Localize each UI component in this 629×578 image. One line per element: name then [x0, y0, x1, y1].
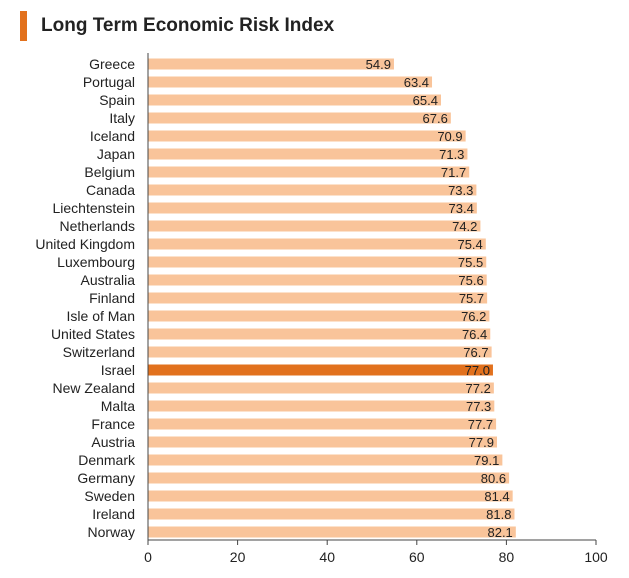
category-label: Israel — [101, 362, 135, 378]
category-label: Malta — [101, 398, 135, 414]
bar — [148, 382, 494, 394]
value-label: 75.5 — [458, 255, 483, 270]
category-label: France — [91, 416, 135, 432]
category-label: Greece — [89, 56, 135, 72]
category-label: Liechtenstein — [52, 200, 135, 216]
category-label: Finland — [89, 290, 135, 306]
value-label: 77.3 — [466, 399, 491, 414]
category-label: Luxembourg — [57, 254, 135, 270]
bar — [148, 364, 493, 376]
x-tick-label: 100 — [584, 549, 608, 565]
category-label: Iceland — [90, 128, 135, 144]
x-tick-label: 40 — [319, 549, 335, 565]
bar — [148, 436, 497, 448]
bar — [148, 526, 516, 538]
bar — [148, 310, 490, 322]
value-label: 77.2 — [466, 381, 491, 396]
category-label: Portugal — [83, 74, 135, 90]
chart-title-block: Long Term Economic Risk Index — [20, 11, 334, 41]
value-label: 75.6 — [458, 273, 483, 288]
value-label: 81.4 — [484, 489, 509, 504]
category-label: Ireland — [92, 506, 135, 522]
bar — [148, 184, 477, 196]
bar — [148, 256, 487, 268]
bar — [148, 508, 515, 520]
category-label: Spain — [99, 92, 135, 108]
category-label: United States — [51, 326, 135, 342]
value-label: 71.7 — [441, 165, 466, 180]
value-label: 73.4 — [449, 201, 474, 216]
bar — [148, 400, 495, 412]
bar — [148, 58, 394, 70]
bar — [148, 220, 481, 232]
category-label: United Kingdom — [35, 236, 135, 252]
bar — [148, 166, 470, 178]
x-tick-label: 80 — [499, 549, 515, 565]
bar — [148, 130, 466, 142]
bar — [148, 202, 477, 214]
value-label: 75.4 — [457, 237, 482, 252]
category-label: Norway — [88, 524, 135, 540]
category-label: Australia — [81, 272, 136, 288]
x-tick-label: 20 — [230, 549, 246, 565]
category-label: Denmark — [78, 452, 136, 468]
bar — [148, 292, 488, 304]
value-label: 82.1 — [487, 525, 512, 540]
category-label: Belgium — [84, 164, 135, 180]
bar — [148, 94, 441, 106]
value-label: 70.9 — [437, 129, 462, 144]
value-label: 81.8 — [486, 507, 511, 522]
category-label: Germany — [77, 470, 135, 486]
bar — [148, 490, 513, 502]
category-label: Canada — [86, 182, 135, 198]
category-label: New Zealand — [53, 380, 136, 396]
value-label: 76.4 — [462, 327, 487, 342]
x-tick-label: 0 — [144, 549, 152, 565]
value-label: 67.6 — [423, 111, 448, 126]
bar — [148, 472, 510, 484]
value-label: 76.7 — [463, 345, 488, 360]
category-label: Sweden — [84, 488, 135, 504]
value-label: 54.9 — [366, 57, 391, 72]
bar — [148, 454, 503, 466]
bar — [148, 238, 486, 250]
bar — [148, 112, 451, 124]
category-label: Isle of Man — [67, 308, 135, 324]
value-label: 76.2 — [461, 309, 486, 324]
value-label: 63.4 — [404, 75, 429, 90]
title-accent-bar — [20, 11, 27, 41]
value-label: 75.7 — [459, 291, 484, 306]
value-label: 77.9 — [469, 435, 494, 450]
bar — [148, 418, 497, 430]
bar — [148, 346, 492, 358]
value-label: 71.3 — [439, 147, 464, 162]
category-label: Japan — [97, 146, 135, 162]
bar — [148, 274, 487, 286]
category-label: Austria — [91, 434, 135, 450]
value-label: 65.4 — [413, 93, 438, 108]
value-label: 79.1 — [474, 453, 499, 468]
value-label: 80.6 — [481, 471, 506, 486]
bar — [148, 76, 433, 88]
category-label: Italy — [109, 110, 135, 126]
category-label: Netherlands — [60, 218, 136, 234]
value-label: 73.3 — [448, 183, 473, 198]
bar — [148, 328, 491, 340]
value-label: 77.7 — [468, 417, 493, 432]
value-label: 74.2 — [452, 219, 477, 234]
bar — [148, 148, 468, 160]
value-label: 77.0 — [465, 363, 490, 378]
chart-title: Long Term Economic Risk Index — [41, 15, 335, 36]
category-label: Switzerland — [63, 344, 135, 360]
x-tick-label: 60 — [409, 549, 425, 565]
